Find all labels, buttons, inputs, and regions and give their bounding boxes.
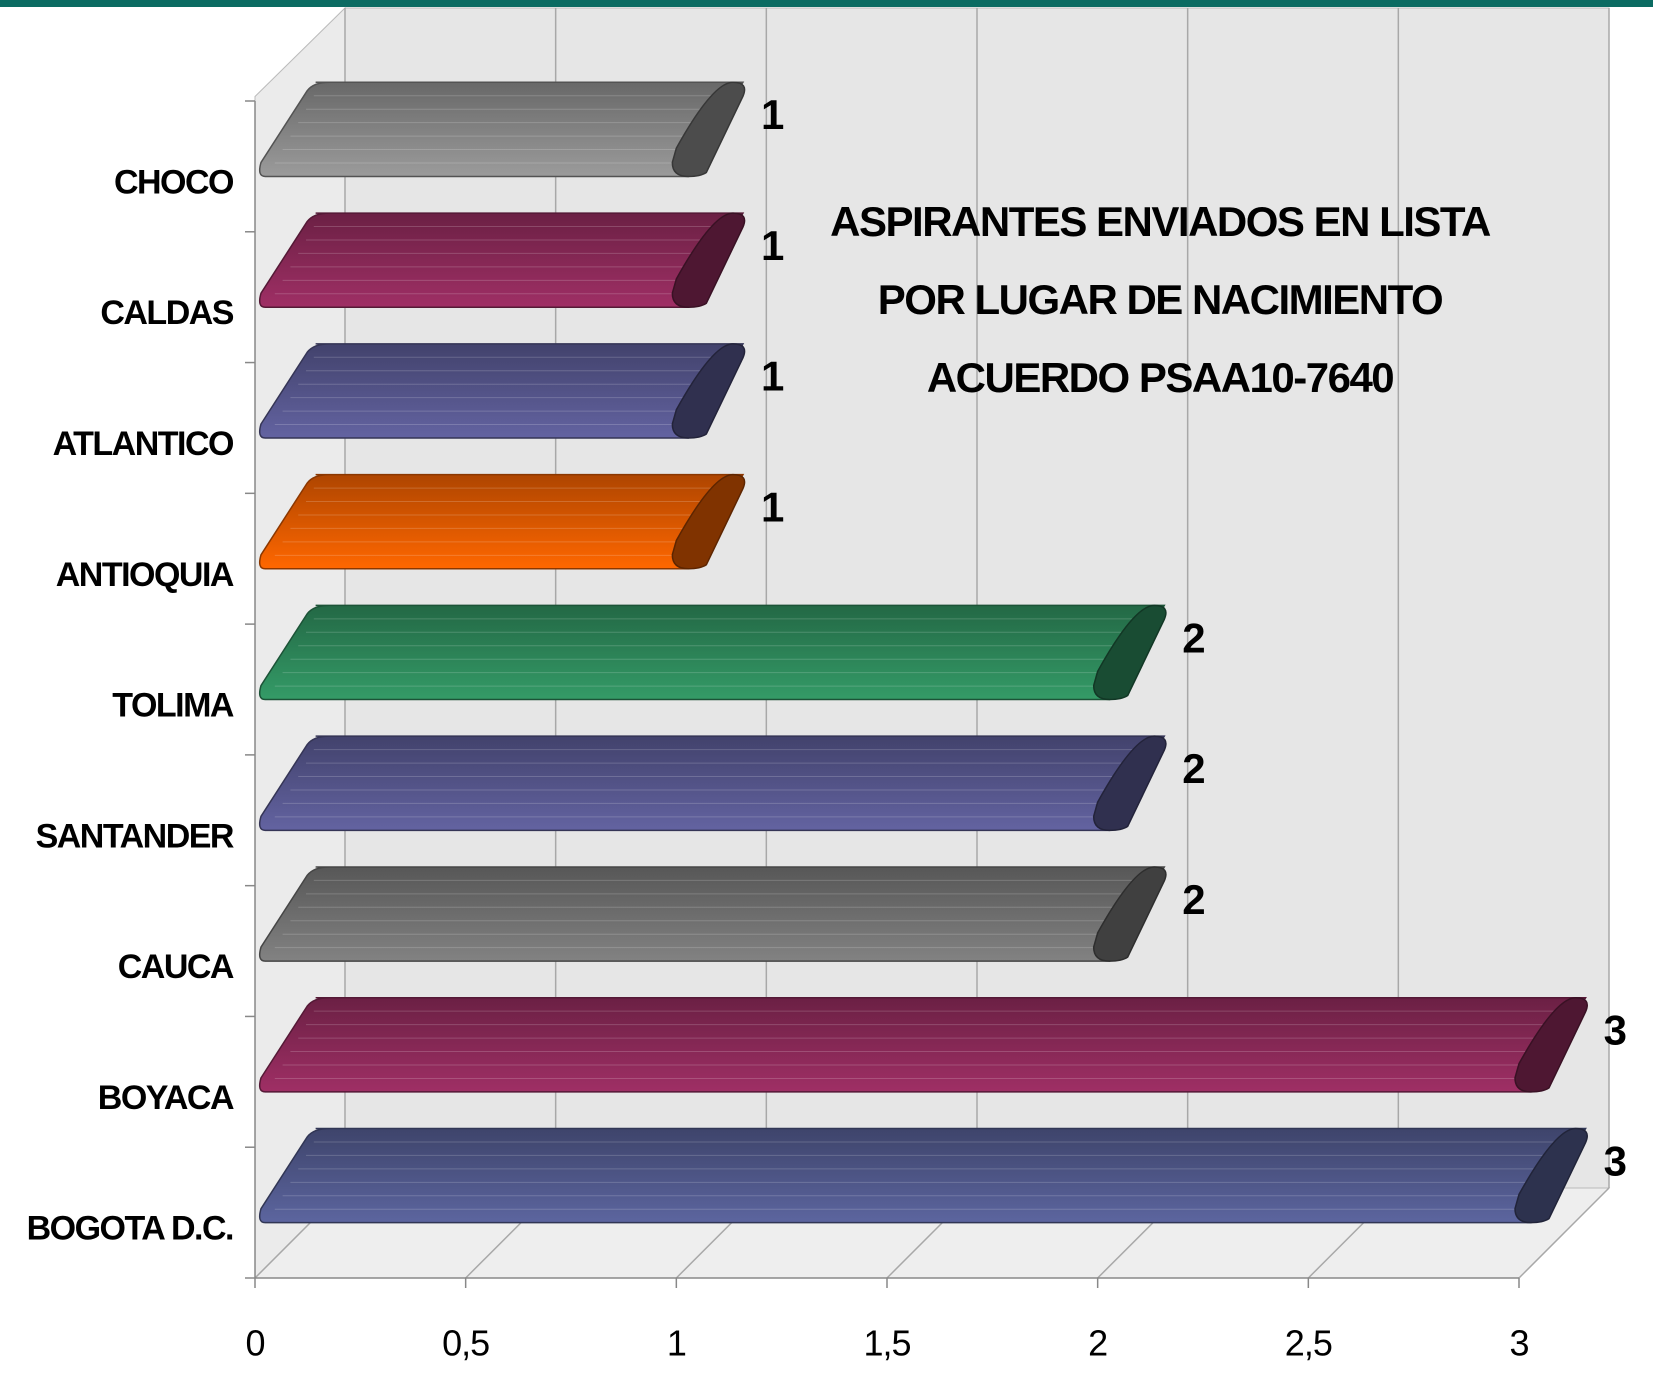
- y-tick-label: BOGOTA D.C.: [27, 1210, 233, 1248]
- value-label: 1: [761, 353, 784, 400]
- bar-body: [258, 343, 745, 439]
- y-tick-label: ANTIOQUIA: [56, 556, 234, 594]
- x-tick-label: 2: [1088, 1323, 1107, 1364]
- bar-cap: [1092, 604, 1167, 701]
- bar: [258, 212, 746, 308]
- bar-cap: [1092, 735, 1167, 832]
- value-label: 2: [1182, 614, 1205, 661]
- bar-body: [258, 604, 1166, 701]
- value-label: 2: [1182, 876, 1205, 923]
- x-tick-label: 0: [245, 1323, 264, 1364]
- y-tick-label: TOLIMA: [112, 687, 234, 725]
- bar: [258, 735, 1167, 832]
- y-tick-label: ATLANTICO: [53, 425, 234, 463]
- y-tick-label: CHOCO: [114, 163, 234, 201]
- bar: [258, 473, 746, 570]
- bar-cap: [1514, 1127, 1588, 1224]
- bar-cap: [671, 343, 746, 439]
- bar-cap: [671, 81, 746, 178]
- bar-body: [258, 81, 745, 178]
- bar-cap: [1092, 866, 1167, 962]
- value-label: 3: [1604, 1137, 1627, 1184]
- value-label: 2: [1182, 745, 1205, 792]
- y-tick-label: SANTANDER: [36, 817, 234, 855]
- bar-cap: [671, 473, 746, 570]
- bar-body: [258, 212, 745, 308]
- bar: [258, 1127, 1588, 1224]
- y-tick-label: BOYACA: [98, 1079, 234, 1117]
- y-tick-label: CAUCA: [118, 948, 234, 986]
- chart-title: POR LUGAR DE NACIMIENTO: [878, 276, 1442, 323]
- bar: [258, 996, 1588, 1093]
- bar-cap: [1514, 996, 1588, 1093]
- bar: [258, 866, 1167, 962]
- bar: [258, 81, 746, 178]
- x-tick-label: 1,5: [863, 1323, 910, 1364]
- bar: [258, 604, 1167, 701]
- floor-grid-line: [1518, 1187, 1610, 1279]
- x-tick-label: 1: [667, 1323, 686, 1364]
- value-label: 1: [761, 483, 784, 530]
- chart-title: ACUERDO PSAA10-7640: [927, 354, 1393, 401]
- bar-body: [258, 735, 1166, 832]
- bar-body: [258, 866, 1166, 962]
- bar-cap: [671, 212, 746, 308]
- bar-body: [258, 996, 1587, 1093]
- value-label: 3: [1604, 1007, 1627, 1054]
- bar-body: [258, 1127, 1587, 1224]
- x-tick-label: 2,5: [1285, 1323, 1332, 1364]
- value-label: 1: [761, 222, 784, 269]
- top-band: [0, 0, 1653, 7]
- chart-title: ASPIRANTES ENVIADOS EN LISTA: [830, 198, 1491, 245]
- bar: [258, 343, 746, 439]
- x-tick-label: 0,5: [442, 1323, 489, 1364]
- y-tick-label: CALDAS: [100, 294, 233, 332]
- x-tick-label: 3: [1509, 1323, 1528, 1364]
- bar-body: [258, 473, 745, 570]
- value-label: 1: [761, 91, 784, 138]
